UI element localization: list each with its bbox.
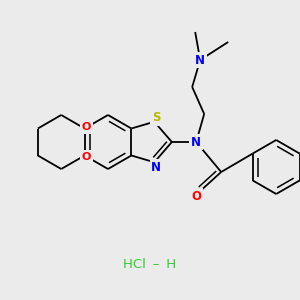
- Text: N: N: [191, 136, 201, 148]
- Text: N: N: [195, 53, 205, 67]
- Text: O: O: [191, 190, 201, 202]
- Text: O: O: [82, 122, 91, 133]
- Text: HCl  –  H: HCl – H: [123, 259, 177, 272]
- Text: S: S: [152, 111, 160, 124]
- Text: N: N: [151, 161, 161, 174]
- Text: O: O: [82, 152, 91, 161]
